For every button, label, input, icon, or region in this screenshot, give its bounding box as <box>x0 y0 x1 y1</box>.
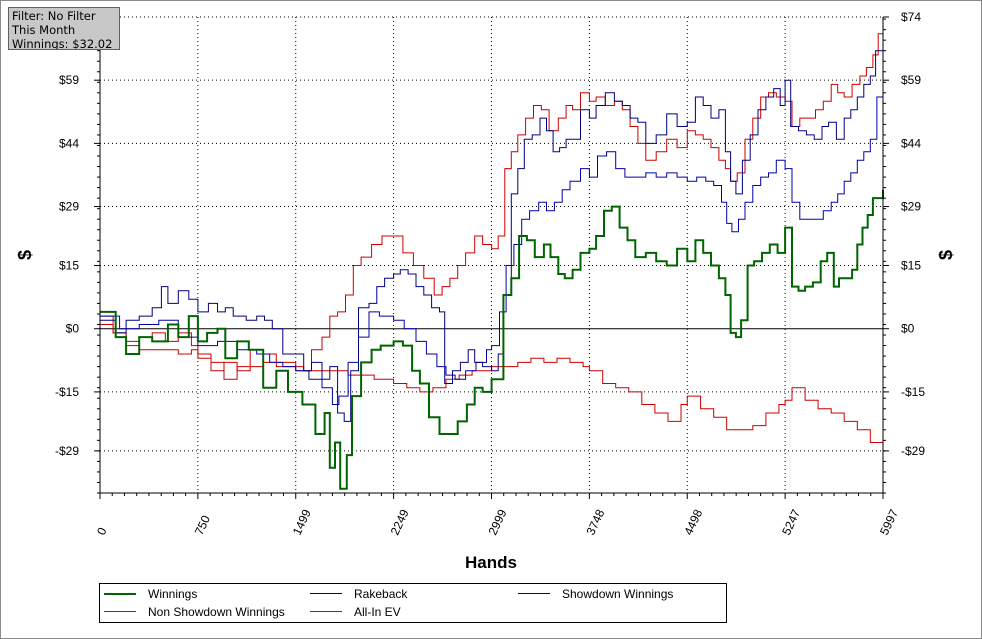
x-tick-label: 0 <box>94 525 110 537</box>
x-tick-label: 5997 <box>877 507 901 537</box>
series-line-showdown-winnings <box>100 33 884 405</box>
y-tick-label-left: $59 <box>59 73 79 87</box>
y-tick-label-left: $44 <box>59 136 79 150</box>
y-tick-label-left: -$29 <box>55 444 79 458</box>
y-tick-label-right: $74 <box>901 10 921 24</box>
y-tick-label-right: -$29 <box>901 444 925 458</box>
tick-labels: $59 $44 $29 $15 $0 -$15 -$29 $74 $59 $44 $29 $15 $0 -… <box>55 10 925 537</box>
y-tick-label-right: $15 <box>901 259 921 273</box>
legend-label: Non Showdown Winnings <box>148 605 285 619</box>
legend-label: Rakeback <box>354 587 408 601</box>
y-tick-label-right: -$15 <box>901 385 925 399</box>
y-tick-label-right: $29 <box>901 200 921 214</box>
grid-lines <box>100 16 883 493</box>
legend-label: Showdown Winnings <box>562 587 674 601</box>
x-tick-label: 2999 <box>486 507 510 537</box>
series-lines <box>100 17 884 490</box>
filter-text: Filter: No Filter <box>12 9 96 23</box>
legend-swatch <box>104 611 136 612</box>
legend-label: Winnings <box>148 587 198 601</box>
x-tick-label: 750 <box>192 513 213 537</box>
y-tick-label-right: $0 <box>901 322 915 336</box>
legend-swatch <box>518 593 550 594</box>
y-axis-label-right: $ <box>936 250 956 260</box>
filter-info-box: Filter: No Filter This Month Winnings: $… <box>8 7 120 50</box>
x-tick-label: 5247 <box>779 507 803 537</box>
legend-swatch <box>310 593 342 594</box>
legend-swatch <box>310 611 342 612</box>
period-text: This Month <box>12 23 76 37</box>
series-line-winnings <box>100 189 884 490</box>
axes <box>94 16 889 499</box>
y-tick-label-left: $29 <box>59 200 79 214</box>
x-tick-label: 2249 <box>388 507 412 537</box>
legend-label: All-In EV <box>354 605 401 619</box>
y-tick-label-left: $15 <box>59 259 79 273</box>
series-line-non-showdown-winnings <box>100 324 883 443</box>
series-line-all-in-ev <box>100 17 884 380</box>
chart-legend: Winnings Rakeback Showdown Winnings Non … <box>99 583 727 623</box>
x-tick-label: 1499 <box>290 507 314 537</box>
x-tick-label: 3748 <box>583 507 607 537</box>
y-axis-label-left: $ <box>15 250 35 260</box>
y-tick-label-right: $59 <box>901 73 921 87</box>
y-tick-label-left: -$15 <box>55 385 79 399</box>
y-tick-label-right: $44 <box>901 136 921 150</box>
winnings-text: Winnings: $32.02 <box>12 37 113 50</box>
y-tick-label-left: $0 <box>66 322 80 336</box>
x-axis-label: Hands <box>465 553 517 572</box>
series-line-rakeback <box>100 25 884 422</box>
x-tick-label: 4498 <box>681 507 705 537</box>
legend-swatch <box>104 593 136 595</box>
